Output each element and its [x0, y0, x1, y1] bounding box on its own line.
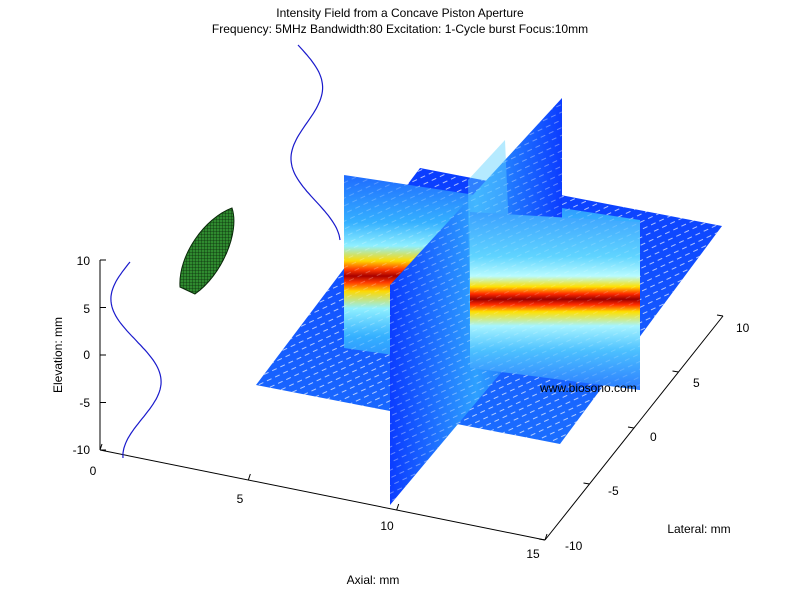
- x-tick-mark: [247, 473, 251, 481]
- y-tick-mark: [672, 370, 679, 373]
- waveforms: [110, 44, 341, 459]
- x-tick-label: 0: [90, 464, 97, 478]
- z-axis-label: Elevation: mm: [51, 317, 65, 393]
- watermark: www.biosono.com: [539, 381, 637, 395]
- z-tick-label: 5: [83, 302, 90, 316]
- y-tick-mark: [627, 426, 635, 429]
- x-tick-mark: [544, 533, 548, 541]
- x-tick-mark: [99, 443, 103, 451]
- x-axis-line: [99, 449, 546, 541]
- x-tick-label: 5: [237, 492, 244, 506]
- excitation-waveform-elevation: [110, 261, 162, 459]
- y-axis-label: Lateral: mm: [667, 522, 730, 536]
- y-tick-label: -10: [565, 539, 583, 553]
- chart-subtitle: Frequency: 5MHz Bandwidth:80 Excitation:…: [212, 22, 588, 36]
- y-tick-label: -5: [608, 484, 619, 498]
- piston-aperture: [179, 207, 235, 295]
- z-tick-label: -5: [79, 396, 90, 410]
- x-tick-label: 15: [526, 547, 540, 561]
- vertical-field-plane-front: [470, 212, 640, 390]
- x-tick-mark: [396, 503, 400, 511]
- y-tick-mark: [538, 538, 546, 541]
- y-tick-mark: [716, 314, 724, 317]
- y-tick-label: 5: [693, 376, 700, 390]
- z-tick-label: 10: [77, 254, 91, 268]
- excitation-waveform-lateral: [290, 44, 341, 241]
- x-tick-label: 10: [380, 519, 394, 533]
- y-tick-label: 10: [736, 321, 750, 335]
- y-tick-labels: -10 -5 0 5 10: [565, 321, 750, 553]
- z-tick-label: -10: [73, 443, 91, 457]
- y-tick-label: 0: [650, 430, 657, 444]
- y-tick-mark: [583, 482, 590, 485]
- tick-marks: [99, 259, 724, 541]
- x-tick-labels: 0 5 10 15: [90, 464, 540, 561]
- z-tick-label: 0: [83, 348, 90, 362]
- chart-title: Intensity Field from a Concave Piston Ap…: [276, 6, 524, 20]
- z-tick-labels: 10 5 0 -5 -10: [73, 254, 91, 457]
- x-axis-label: Axial: mm: [347, 573, 400, 587]
